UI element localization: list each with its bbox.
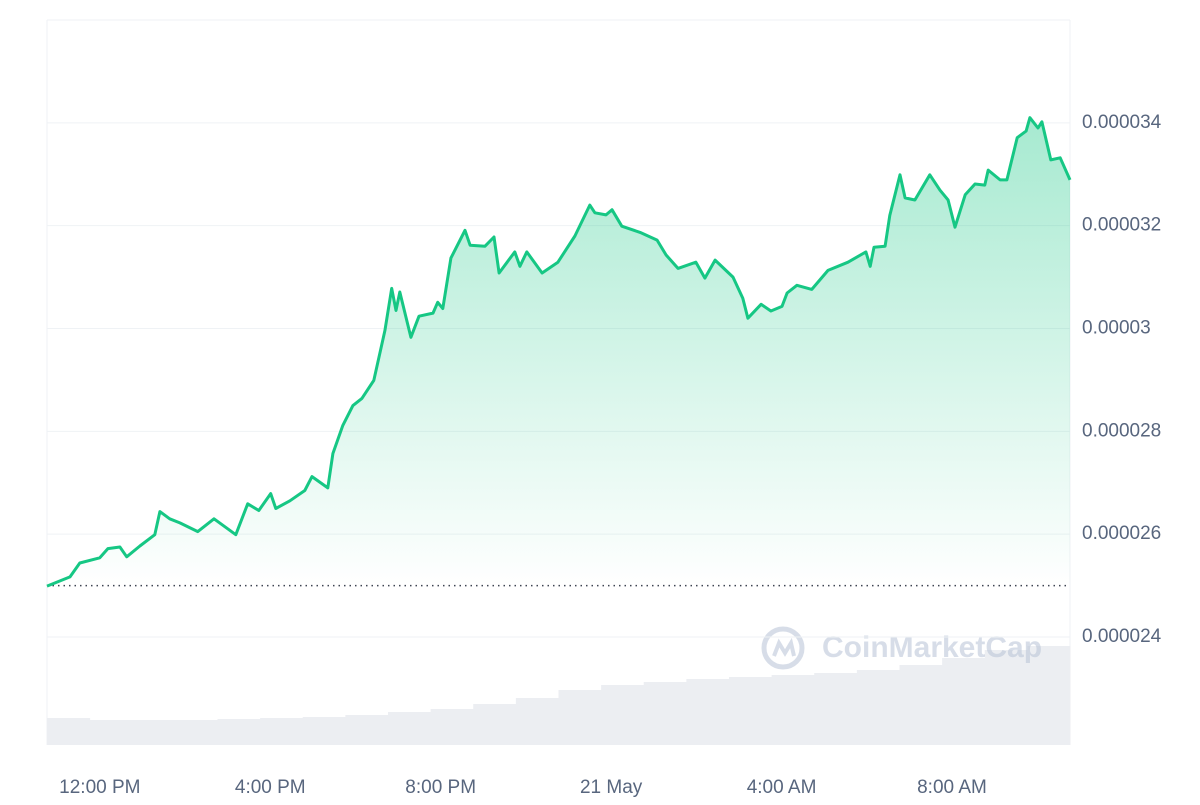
y-tick-label: 0.000032	[1082, 215, 1161, 236]
volume-layer	[47, 646, 1071, 745]
x-tick-label: 8:00 AM	[917, 777, 987, 798]
x-tick-label: 12:00 PM	[59, 777, 140, 798]
volume-bar	[686, 679, 730, 745]
x-tick-label: 4:00 PM	[235, 777, 306, 798]
x-tick-label: 8:00 PM	[405, 777, 476, 798]
y-tick-label: 0.000024	[1082, 626, 1162, 647]
volume-bar	[515, 698, 559, 745]
y-tick-label: 0.000026	[1082, 523, 1161, 544]
volume-bar	[132, 720, 176, 745]
volume-bar	[729, 677, 773, 745]
x-tick-label: 4:00 AM	[747, 777, 817, 798]
volume-bar	[430, 709, 474, 745]
volume-bar	[217, 719, 261, 745]
volume-bar	[601, 685, 645, 745]
price-area	[47, 117, 1070, 587]
volume-bar	[174, 720, 218, 745]
volume-bar	[942, 658, 986, 745]
x-tick-label: 21 May	[580, 777, 643, 798]
y-tick-label: 0.00003	[1082, 318, 1151, 339]
y-tick-label: 0.000034	[1082, 112, 1162, 133]
price-line	[46, 116, 1072, 588]
volume-bar	[47, 718, 91, 745]
volume-bar	[558, 690, 602, 745]
volume-bar	[984, 650, 1028, 745]
watermark-logo	[761, 626, 805, 670]
y-tick-label: 0.000028	[1082, 420, 1161, 441]
volume-bar	[345, 715, 389, 745]
volume-bar	[388, 712, 432, 745]
volume-bar	[643, 682, 687, 745]
volume-bar	[899, 665, 943, 745]
volume-bar	[89, 720, 133, 745]
watermark-text: CoinMarketCap	[822, 631, 1042, 664]
volume-bar	[814, 673, 858, 745]
watermark: CoinMarketCap	[761, 626, 1042, 670]
watermark-logo-mark	[772, 637, 796, 657]
volume-bar	[260, 718, 304, 745]
volume-bar	[473, 704, 517, 745]
volume-bar	[856, 670, 900, 745]
volume-bar	[1027, 646, 1071, 745]
volume-bar	[771, 675, 815, 745]
volume-bar	[302, 717, 346, 745]
